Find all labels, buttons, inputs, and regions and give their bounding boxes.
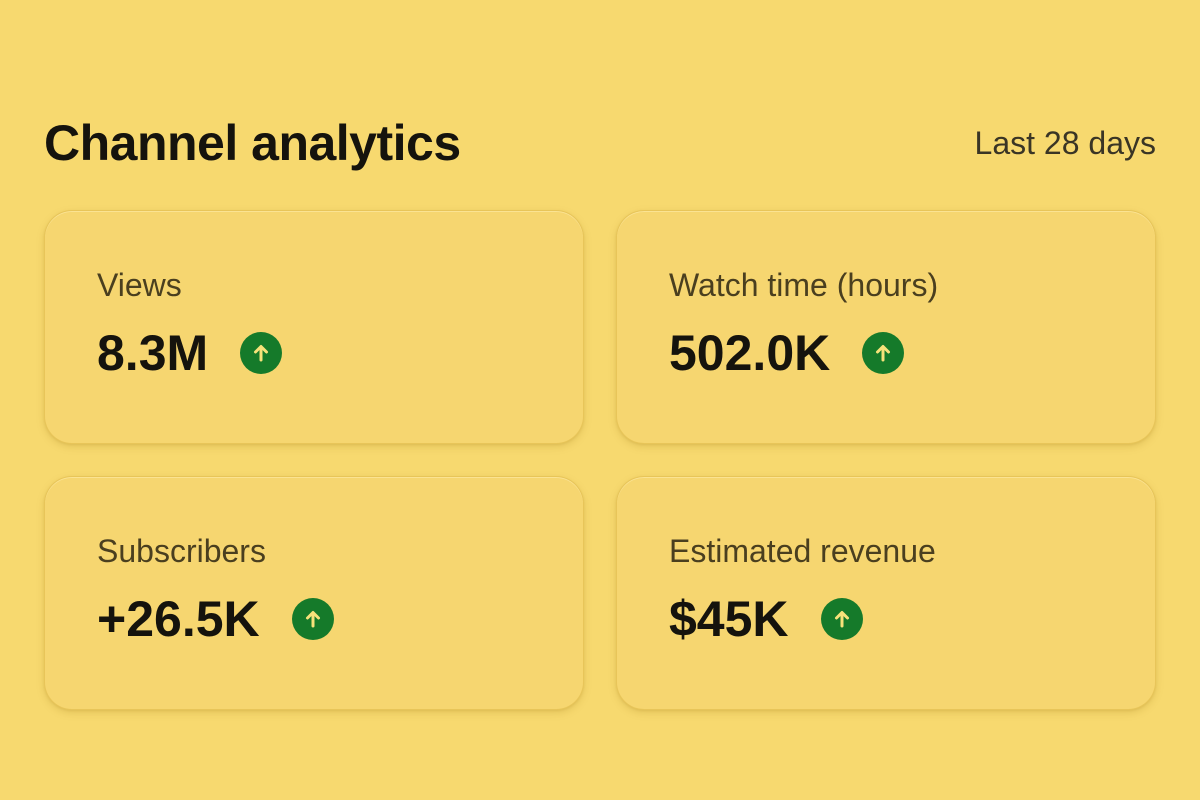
metric-value-row: $45K	[669, 589, 1103, 649]
metric-value-row: 502.0K	[669, 323, 1103, 383]
date-range-label[interactable]: Last 28 days	[974, 124, 1156, 161]
metric-value: 8.3M	[97, 325, 209, 381]
metric-value: 502.0K	[669, 325, 831, 381]
metric-label: Estimated revenue	[669, 533, 936, 569]
metric-card-views[interactable]: Views 8.3M	[44, 210, 584, 444]
metric-value: +26.5K	[97, 591, 260, 647]
arrow-up-icon	[862, 332, 905, 374]
arrow-up-icon	[291, 598, 334, 640]
metric-label: Views	[97, 267, 182, 303]
metric-value: $45K	[669, 591, 789, 647]
arrow-up-icon	[240, 332, 283, 374]
metrics-grid: Views 8.3M Watch time (hours) 502.0K S	[44, 210, 1156, 710]
arrow-up-icon	[820, 598, 863, 640]
analytics-header: Channel analytics Last 28 days	[44, 108, 1156, 178]
metric-card-watch-time[interactable]: Watch time (hours) 502.0K	[616, 210, 1156, 444]
page-title: Channel analytics	[44, 115, 461, 171]
metric-label: Watch time (hours)	[669, 267, 939, 303]
metric-label: Subscribers	[97, 533, 266, 569]
metric-value-row: 8.3M	[97, 323, 531, 383]
metric-value-row: +26.5K	[97, 589, 531, 649]
metric-card-subscribers[interactable]: Subscribers +26.5K	[44, 476, 584, 710]
metric-card-revenue[interactable]: Estimated revenue $45K	[616, 476, 1156, 710]
